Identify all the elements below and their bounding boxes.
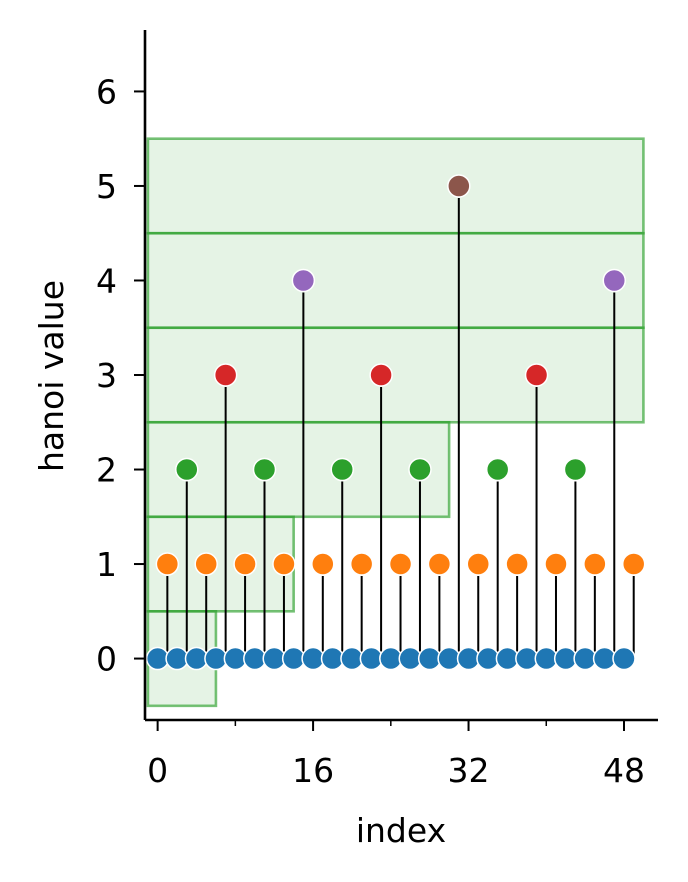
ticks-layer: 0 16 32 48 0 1 2 3 4 5 6 bbox=[96, 72, 645, 790]
y-tick-label-5: 5 bbox=[96, 167, 117, 206]
y-tick-label-0: 0 bbox=[96, 640, 117, 679]
y-tick-label-6: 6 bbox=[96, 72, 117, 111]
point-45 bbox=[583, 552, 607, 576]
point-25 bbox=[388, 552, 413, 576]
y-axis-title: hanoi value bbox=[32, 280, 71, 472]
band-5 bbox=[146, 137, 645, 235]
point-29 bbox=[427, 552, 452, 576]
x-tick-label-16: 16 bbox=[292, 751, 334, 790]
point-27 bbox=[408, 457, 432, 482]
point-13 bbox=[272, 552, 296, 576]
y-tick-label-2: 2 bbox=[96, 451, 117, 490]
point-1 bbox=[155, 552, 180, 576]
point-7 bbox=[213, 363, 238, 387]
point-11 bbox=[252, 457, 277, 482]
point-5 bbox=[194, 552, 218, 576]
point-21 bbox=[349, 552, 374, 576]
point-23 bbox=[369, 363, 393, 387]
point-49 bbox=[621, 552, 646, 576]
point-15 bbox=[291, 268, 316, 293]
bands-layer bbox=[146, 137, 645, 708]
point-35 bbox=[485, 457, 510, 482]
point-43 bbox=[563, 457, 588, 482]
point-17 bbox=[311, 552, 335, 576]
y-tick-label-3: 3 bbox=[96, 356, 117, 395]
point-41 bbox=[544, 552, 568, 576]
point-37 bbox=[505, 552, 529, 576]
point-33 bbox=[466, 552, 491, 576]
stems-layer bbox=[166, 197, 635, 659]
point-3 bbox=[175, 457, 199, 482]
point-47 bbox=[602, 268, 627, 293]
y-tick-label-4: 4 bbox=[96, 261, 117, 300]
point-48 bbox=[612, 646, 636, 671]
point-19 bbox=[330, 457, 354, 482]
y-tick-label-1: 1 bbox=[96, 545, 117, 584]
points-layer bbox=[145, 174, 646, 671]
x-tick-label-32: 32 bbox=[448, 751, 490, 790]
x-tick-label-48: 48 bbox=[603, 751, 645, 790]
x-tick-label-0: 0 bbox=[147, 751, 168, 790]
point-9 bbox=[233, 552, 257, 576]
band-4 bbox=[146, 231, 645, 330]
point-31 bbox=[447, 174, 471, 198]
point-39 bbox=[524, 363, 549, 387]
x-axis-title: index bbox=[356, 811, 446, 850]
